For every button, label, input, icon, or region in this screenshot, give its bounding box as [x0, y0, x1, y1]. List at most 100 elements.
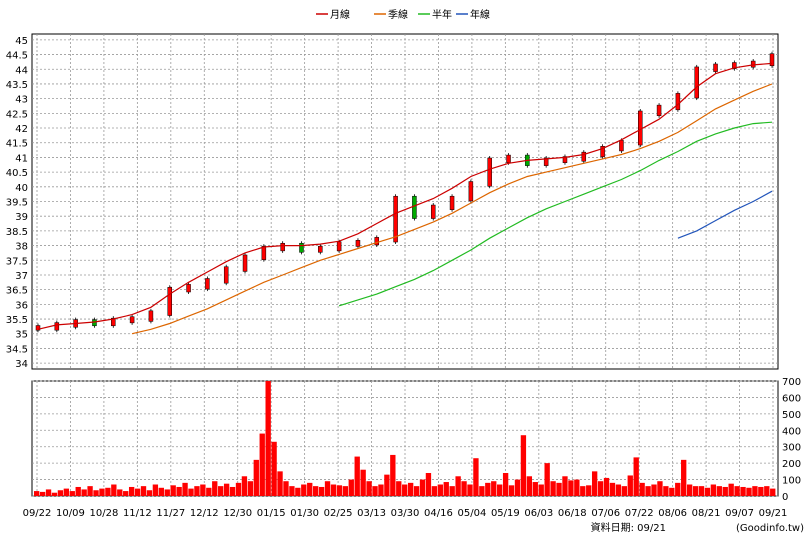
volume-bar — [140, 486, 147, 496]
volume-bar — [758, 486, 764, 496]
volume-tick-label: 600 — [782, 393, 801, 404]
series-line-半年 — [338, 121, 773, 307]
volume-bar — [324, 481, 331, 496]
x-tick-label: 11/12 — [123, 508, 152, 519]
x-tick-label: 05/04 — [457, 508, 486, 519]
volume-bar — [63, 488, 70, 496]
volume-bar — [384, 474, 390, 496]
volume-bar — [502, 473, 509, 496]
candlestick — [318, 245, 323, 253]
candlestick — [769, 53, 775, 66]
volume-bar — [51, 492, 58, 496]
candlestick — [148, 310, 154, 322]
x-tick-label: 07/06 — [591, 508, 620, 519]
candlestick — [487, 157, 492, 187]
volume-bar — [508, 485, 515, 496]
candlestick — [355, 240, 361, 247]
volume-bar — [396, 481, 402, 496]
price-y-axis: 45 44.5 44 43.5 43 42.5 42 41.5 41 40.5 40 39.5 39 38… — [6, 36, 28, 370]
volume-bar — [633, 457, 639, 496]
y-tick-label: 44 — [15, 65, 28, 76]
y-tick-label: 34 — [15, 359, 28, 370]
volume-bars — [34, 381, 776, 496]
volume-bar — [87, 486, 93, 496]
candlestick — [543, 157, 549, 166]
volume-bar — [117, 489, 123, 496]
volume-bar — [746, 487, 752, 496]
volume-bar — [764, 486, 770, 496]
volume-bar — [657, 481, 663, 496]
volume-bar — [312, 486, 319, 496]
candlestick — [468, 181, 474, 202]
candlestick — [205, 278, 210, 290]
volume-bar — [57, 490, 64, 496]
source-label: (Goodinfo.tw) — [736, 523, 804, 534]
volume-bar — [455, 476, 461, 496]
volume-bar — [99, 488, 105, 496]
candlestick — [336, 241, 342, 252]
candlestick — [223, 266, 229, 284]
volume-bar — [128, 486, 135, 496]
x-tick-label: 10/09 — [56, 508, 85, 519]
volume-tick-label: 100 — [782, 476, 801, 487]
candlestick — [242, 254, 248, 272]
volume-bar — [663, 486, 669, 496]
volume-bar — [259, 433, 265, 496]
volume-bar — [621, 486, 627, 496]
volume-bar — [283, 481, 289, 496]
y-tick-label: 38.5 — [6, 227, 28, 238]
candlestick — [299, 242, 304, 253]
volume-bar — [698, 486, 705, 496]
volume-bar — [473, 458, 479, 496]
volume-bar — [722, 486, 728, 496]
chart-legend: 月線 季線 半年 年線 — [316, 8, 490, 21]
volume-bar — [580, 486, 586, 496]
volume-bar — [390, 454, 396, 496]
volume-bar — [526, 476, 533, 496]
volume-bar — [651, 484, 657, 496]
volume-bar — [336, 485, 343, 496]
volume-bar — [740, 486, 746, 496]
x-tick-label: 07/22 — [625, 508, 654, 519]
candlestick — [732, 62, 737, 69]
data-date-label: 資料日期: 09/21 — [591, 521, 666, 534]
x-tick-label: 06/03 — [524, 508, 553, 519]
candlestick — [506, 154, 511, 163]
series-line-年線 — [677, 190, 773, 239]
candlestick — [694, 66, 699, 99]
volume-bar — [431, 486, 438, 496]
candlestick — [280, 242, 285, 252]
y-tick-label: 41.5 — [6, 139, 28, 150]
x-tick-label: 11/27 — [156, 508, 185, 519]
volume-bar — [449, 486, 455, 496]
candlestick — [430, 204, 436, 219]
volume-bar — [710, 484, 717, 496]
volume-bar — [200, 484, 206, 496]
volume-bar — [591, 471, 598, 496]
volume-bar — [348, 479, 354, 496]
legend-label: 半年 — [432, 8, 452, 21]
volume-bar — [728, 483, 734, 496]
candlestick — [449, 195, 455, 210]
volume-tick-label: 400 — [782, 426, 801, 437]
volume-bar — [538, 484, 544, 496]
volume-bar — [182, 482, 188, 496]
volume-bar — [81, 489, 87, 496]
volume-bar — [752, 486, 758, 496]
candlestick — [111, 317, 116, 327]
candlestick — [656, 104, 662, 116]
candlestick — [374, 237, 380, 246]
candlestick — [581, 151, 587, 162]
volume-bar — [265, 381, 271, 496]
volume-bar — [158, 487, 164, 496]
candlestick — [562, 156, 568, 163]
volume-bar — [491, 481, 497, 496]
x-tick-label: 12/30 — [223, 508, 252, 519]
volume-bar — [307, 482, 313, 496]
volume-bar — [170, 485, 176, 496]
volume-bar — [467, 484, 473, 496]
volume-bar — [218, 486, 224, 496]
x-tick-label: 04/16 — [424, 508, 453, 519]
y-tick-label: 43.5 — [6, 80, 28, 91]
volume-bar — [360, 469, 366, 496]
